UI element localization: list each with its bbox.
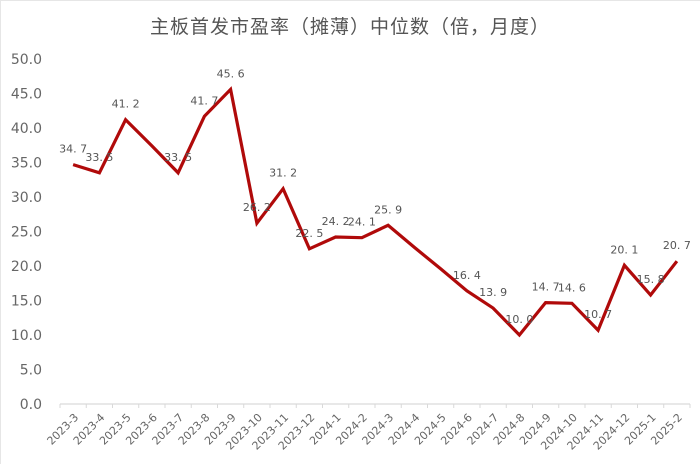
y-tick-label: 30.0 <box>11 190 42 206</box>
data-label: 41. 7 <box>190 94 218 107</box>
y-axis: 0.0 5.0 10.0 15.0 20.0 25.0 30.0 35.0 40.0 45.0 50… <box>11 52 42 413</box>
y-tick-label: 15.0 <box>11 294 42 310</box>
data-label: 24. 1 <box>348 216 376 229</box>
data-label: 10. 7 <box>584 308 612 321</box>
y-tick-label: 35.0 <box>11 156 42 172</box>
chart-title: 主板首发市盈率（摊薄）中位数（倍，月度） <box>149 16 550 38</box>
data-label: 41. 2 <box>112 98 140 111</box>
y-tick-label: 0.0 <box>20 397 42 413</box>
data-label: 10. 0 <box>505 313 533 326</box>
series-polyline <box>72 86 679 338</box>
y-tick-label: 10.0 <box>11 328 42 344</box>
data-label: 20. 1 <box>610 243 638 256</box>
data-labels: 34. 733. 541. 233. 541. 745. 626. 231. 2… <box>59 67 691 326</box>
data-label: 20. 7 <box>663 239 691 252</box>
x-axis: 2023-32023-42023-52023-62023-72023-82023… <box>44 403 691 453</box>
data-label: 26. 2 <box>243 201 271 214</box>
data-label: 33. 5 <box>85 151 113 164</box>
data-label: 33. 5 <box>164 151 192 164</box>
data-label: 15. 8 <box>637 273 665 286</box>
y-tick-label: 20.0 <box>11 259 42 275</box>
data-label: 13. 9 <box>479 286 507 299</box>
data-label: 24. 2 <box>322 215 350 228</box>
data-label: 31. 2 <box>269 167 297 180</box>
y-tick-label: 50.0 <box>11 52 42 68</box>
data-label: 16. 4 <box>453 269 481 282</box>
y-tick-label: 5.0 <box>20 363 42 379</box>
data-label: 34. 7 <box>59 143 87 156</box>
data-label: 25. 9 <box>374 203 402 216</box>
series-line <box>72 86 679 338</box>
y-tick-label: 25.0 <box>11 225 42 241</box>
data-label: 14. 7 <box>532 281 560 294</box>
data-label: 45. 6 <box>217 67 245 80</box>
data-label: 22. 5 <box>295 227 323 240</box>
data-label: 14. 6 <box>558 281 586 294</box>
y-tick-label: 45.0 <box>11 87 42 103</box>
y-tick-label: 40.0 <box>11 121 42 137</box>
